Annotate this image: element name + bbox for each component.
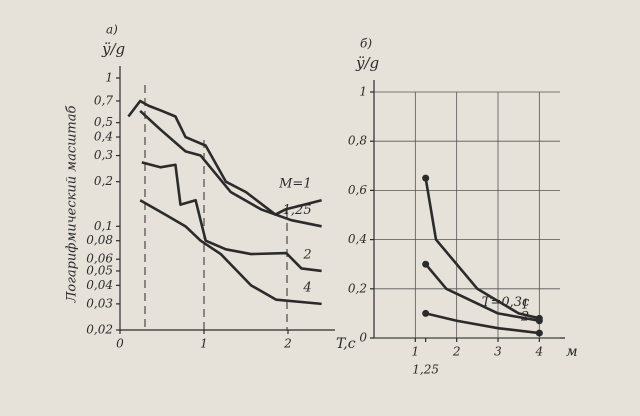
point: [535, 329, 543, 337]
y-tick-label: 1: [105, 71, 113, 85]
x-tick-label: 1: [200, 337, 208, 351]
y-axis-label: ÿ/g: [101, 40, 125, 58]
series-label: 4: [302, 280, 311, 295]
y-tick-label: 0,6: [348, 183, 367, 197]
point: [422, 174, 430, 182]
y-tick-label: 0: [359, 331, 367, 345]
y-tick-label: 0,2: [94, 174, 113, 188]
y-tick-label: 0,2: [348, 281, 367, 295]
y-tick-label: 0,7: [94, 93, 113, 107]
chart-title: а): [106, 23, 118, 37]
x-tick-label: 3: [494, 345, 502, 359]
x-tick-label: 2: [452, 345, 461, 359]
y-tick-label: 0,04: [86, 278, 113, 292]
x-tick-label: 1,25: [412, 363, 439, 377]
x-axis-label: T,c: [336, 336, 356, 352]
series-line: [141, 161, 322, 273]
y-axis-label: ÿ/g: [355, 54, 379, 72]
chart-title: б): [360, 37, 372, 51]
series-line: [139, 109, 322, 228]
y-tick-label: 0,4: [348, 232, 367, 246]
series-label: 2: [302, 247, 311, 262]
x-tick-label: 1: [412, 345, 420, 359]
y-tick-label: 0,1: [94, 219, 113, 233]
y-tick-label: 0,5: [94, 115, 113, 129]
series-label: 2: [520, 310, 529, 325]
series-label: 1,25: [283, 203, 312, 218]
y-tick-label: 1: [359, 85, 367, 99]
y-tick-label: 0,4: [94, 130, 113, 144]
series-line: [139, 199, 322, 306]
y-tick-label: 0,03: [86, 296, 113, 310]
series-line: [424, 177, 540, 320]
x-tick-label: 0: [116, 337, 124, 351]
point: [422, 309, 430, 317]
point: [422, 260, 430, 268]
y-tick-label: 0,08: [86, 233, 113, 247]
series-label: M=1: [278, 177, 311, 192]
series-label: T=0,3c: [482, 295, 530, 310]
x-axis-label: м: [566, 344, 578, 360]
series-line: [424, 263, 540, 323]
side-label: Логарифмический масштаб: [65, 106, 80, 304]
y-tick-label: 0,8: [348, 134, 367, 148]
y-tick-label: 0,06: [86, 252, 113, 266]
y-tick-label: 0,3: [94, 148, 113, 162]
series-label: 1: [521, 297, 529, 312]
series-line: [425, 312, 540, 335]
y-tick-label: 0,02: [86, 323, 113, 337]
series-line: [127, 99, 322, 216]
x-tick-label: 2: [283, 337, 292, 351]
x-tick-label: 4: [535, 345, 544, 359]
point: [535, 317, 543, 325]
y-tick-label: 0,05: [86, 263, 113, 277]
